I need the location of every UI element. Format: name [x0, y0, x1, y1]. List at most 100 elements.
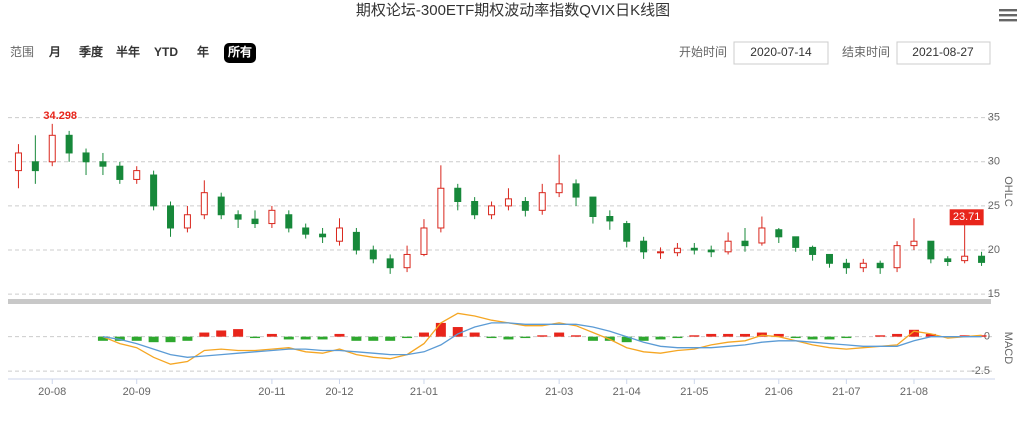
candle-body [944, 258, 952, 263]
y-tick-label: 30 [988, 156, 1000, 168]
max-label: 34.298 [43, 110, 77, 122]
candle-body [640, 240, 648, 253]
panel-separator [8, 299, 991, 304]
macd-bar [199, 332, 210, 337]
macd-bar [824, 336, 835, 340]
x-tick-label: 21-01 [410, 386, 438, 398]
candle-body [65, 134, 73, 154]
macd-bar [233, 329, 244, 337]
range-button[interactable]: 年 [197, 44, 209, 59]
range-text: 月 [48, 45, 61, 59]
macd-bar [435, 322, 446, 337]
macd-bar [520, 336, 531, 339]
candle-body [234, 214, 242, 220]
menu-button[interactable] [999, 9, 1017, 22]
menu-bar [999, 14, 1017, 17]
candle-body [792, 236, 800, 248]
macd-bar [621, 336, 632, 343]
start-date: 2020-07-14 [750, 45, 812, 59]
x-tick-label: 20-08 [38, 386, 66, 398]
range-button[interactable]: 季度 [78, 44, 104, 59]
macd-line [102, 312, 982, 365]
candle-body [623, 223, 631, 242]
end-input[interactable] [896, 41, 991, 65]
candle-body [48, 134, 56, 163]
macd-bar [385, 336, 396, 341]
candle-body [538, 192, 546, 211]
candle-body [14, 152, 22, 172]
macd-bar [756, 332, 767, 337]
range-text: 所有 [228, 44, 252, 59]
macd-bar [908, 329, 919, 337]
range-button[interactable]: 所有 [224, 43, 256, 63]
macd-bar [841, 336, 852, 339]
y-tick-label: -2.5 [971, 365, 990, 377]
candle-body [606, 216, 614, 222]
candle-body [200, 192, 208, 216]
macd-bar [773, 333, 784, 337]
macd-bar [892, 333, 903, 337]
macd-bar [317, 336, 328, 340]
macd-bar [452, 327, 463, 337]
candle-body [31, 161, 39, 172]
end-date: 2021-08-27 [912, 45, 974, 59]
macd-bar [723, 333, 734, 337]
macd-bar [537, 335, 548, 337]
macd-line [102, 322, 982, 358]
candle-body [910, 240, 918, 247]
macd-bar [587, 336, 598, 341]
start-input[interactable] [733, 41, 829, 65]
macd-bar [300, 336, 311, 340]
macd-bar [97, 336, 108, 341]
candle-body [285, 214, 293, 229]
macd-bar [334, 333, 345, 337]
candle-body [183, 214, 191, 229]
macd-bar [368, 336, 379, 341]
macd-bar [351, 336, 362, 341]
candle-body [825, 253, 833, 264]
x-tick-label: 21-05 [680, 386, 708, 398]
end-label: 结束时间 [842, 45, 890, 59]
y-axis-label: MACD [1002, 332, 1014, 364]
last-label-box [949, 209, 984, 226]
candle-body [521, 201, 529, 211]
candle-body [589, 196, 597, 218]
macd-bar [486, 336, 497, 339]
range-button[interactable]: 半年 [116, 44, 140, 59]
macd-bar [182, 336, 193, 341]
candle-body [437, 187, 445, 229]
macd-bar [689, 335, 700, 337]
macd-bar [740, 333, 750, 337]
y-axis-label: OHLC [1002, 176, 1014, 207]
candle-body [82, 152, 90, 163]
candle-body [488, 205, 496, 216]
candle-body [251, 218, 259, 225]
candle-body [893, 245, 901, 269]
candle-body [217, 196, 225, 216]
candle-body [369, 249, 377, 260]
range-button[interactable]: YTD [154, 45, 178, 59]
range-text: 年 [197, 44, 209, 59]
macd-bar [959, 335, 970, 337]
candle-body [657, 251, 665, 254]
candle-body [927, 240, 935, 260]
candle-body [555, 183, 563, 194]
candle-body [335, 227, 343, 242]
candle-body [116, 165, 124, 180]
macd-bar [114, 336, 125, 341]
range-label: 范围 [10, 45, 34, 59]
macd-bar [807, 336, 818, 340]
range-button[interactable]: 月 [48, 45, 61, 59]
x-tick-label: 20-11 [258, 386, 285, 398]
macd-bar [655, 336, 666, 340]
candle-body [978, 255, 986, 263]
candle-body [150, 174, 158, 207]
range-selected-bg [224, 43, 256, 63]
range-text: 季度 [78, 44, 104, 59]
y-tick-label: 15 [988, 288, 1000, 300]
candle-body [420, 227, 428, 255]
range-buttons: 月 季度 半年 YTD 年 所有 [48, 43, 256, 63]
candle-body [741, 240, 749, 247]
x-tick-label: 21-03 [545, 386, 573, 398]
